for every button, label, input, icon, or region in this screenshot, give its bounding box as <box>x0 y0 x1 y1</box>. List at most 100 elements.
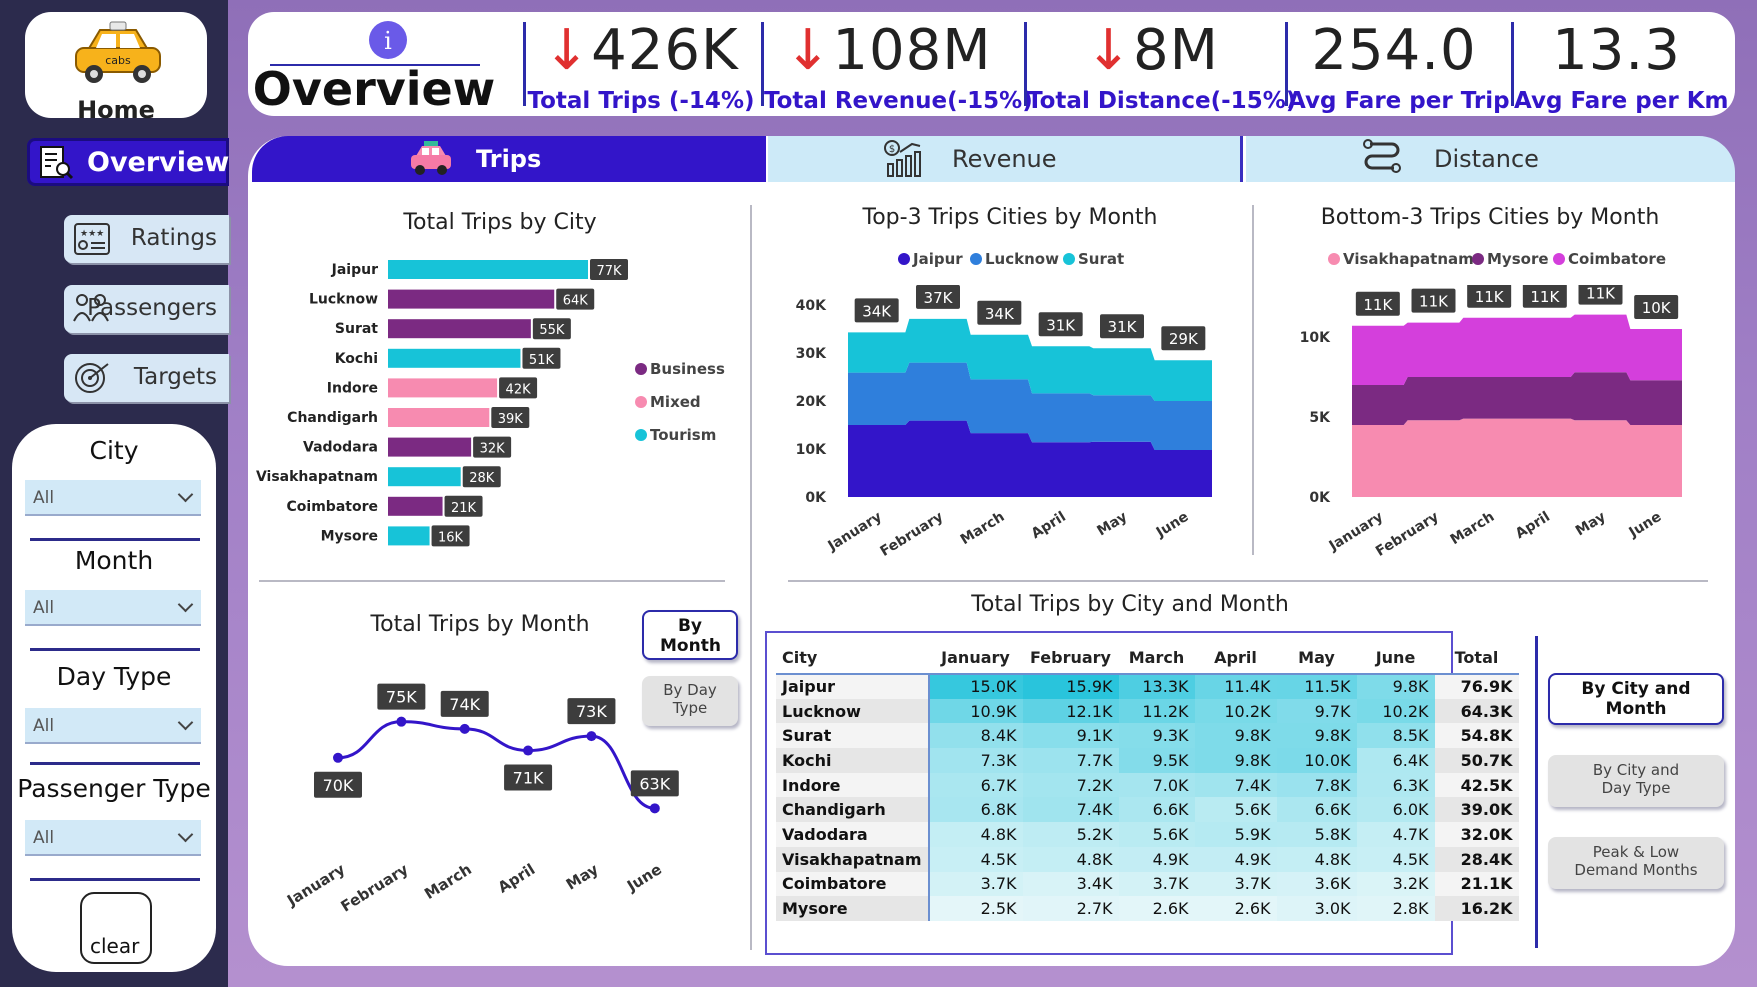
value-cell: 10.0K <box>1276 748 1357 773</box>
table-row: Kochi 7.3K 7.7K 9.5K 9.8K 10.0K 6.4K 50.7K <box>776 748 1519 773</box>
x-tick-label: May <box>563 860 602 894</box>
rating-icon: ★★★ <box>74 223 110 255</box>
by-city-day-type-button[interactable]: By City and Day Type <box>1548 755 1724 807</box>
day-type-dropdown[interactable]: All <box>25 708 201 744</box>
data-label: 74K <box>449 695 480 714</box>
value-cell: 3.0K <box>1276 896 1357 921</box>
legend-label: Visakhapatnam <box>1343 250 1474 268</box>
column-header[interactable]: June <box>1356 642 1435 675</box>
column-header[interactable]: January <box>928 642 1023 675</box>
value-cell: 2.5K <box>928 896 1023 921</box>
tab-trips[interactable]: Trips <box>252 136 766 182</box>
data-label-bg <box>556 288 595 310</box>
table-row: Surat 8.4K 9.1K 9.3K 9.8K 9.8K 8.5K 54.8K <box>776 723 1519 749</box>
column-header[interactable]: May <box>1276 642 1357 675</box>
value-cell: 9.3K <box>1118 723 1195 749</box>
chart-title: Total Trips by Month <box>370 612 590 637</box>
column-header[interactable]: City <box>776 642 929 675</box>
value-cell: 9.8K <box>1276 723 1357 749</box>
legend-business: Business <box>635 360 725 378</box>
city-tick-label: Indore <box>327 380 378 396</box>
bar <box>388 289 555 309</box>
tab-distance[interactable]: Distance <box>1246 136 1735 182</box>
column-header[interactable]: February <box>1022 642 1119 675</box>
data-label: 39K <box>498 412 524 427</box>
svg-text:★★★: ★★★ <box>80 229 104 239</box>
city-dropdown[interactable]: All <box>25 480 201 516</box>
value-cell: 4.9K <box>1118 846 1195 872</box>
legend-label: Surat <box>1078 250 1125 268</box>
by-month-button[interactable]: By Month <box>642 610 738 660</box>
legend-label: Coimbatore <box>1568 250 1666 268</box>
value-cell: 4.5K <box>1356 846 1435 872</box>
total-label-bg <box>1355 291 1400 316</box>
value-cell: 10.2K <box>1194 698 1277 724</box>
nav-passengers[interactable]: Passengers <box>64 285 229 333</box>
passenger-type-value: All <box>33 828 55 848</box>
legend-dot <box>635 363 647 375</box>
kpi-value: 8M <box>1132 18 1219 83</box>
legend-label: Business <box>650 360 725 378</box>
value-cell: 7.8K <box>1276 772 1357 798</box>
total-label-bg <box>977 300 1022 325</box>
data-label-bg <box>522 347 561 369</box>
legend-label: Jaipur <box>913 250 963 268</box>
divider <box>1252 205 1254 555</box>
area-series-mysore <box>1352 372 1682 425</box>
area-series-jaipur <box>848 420 1212 497</box>
by-city-month-button[interactable]: By City and Month <box>1548 673 1724 725</box>
nav-ratings[interactable]: ★★★ Ratings <box>64 215 229 263</box>
clear-button[interactable]: clear <box>80 892 152 964</box>
divider <box>259 580 725 582</box>
data-point <box>396 716 407 727</box>
kpi-divider <box>1024 22 1027 106</box>
divider <box>30 648 200 651</box>
value-cell: 5.9K <box>1194 822 1277 847</box>
tab-distance-label: Distance <box>1434 145 1539 173</box>
month-dropdown[interactable]: All <box>25 590 201 626</box>
tab-revenue[interactable]: $ Revenue <box>768 136 1243 182</box>
total-label: 34K <box>985 305 1015 323</box>
data-label-bg <box>462 466 501 488</box>
value-cell: 10.9K <box>928 698 1023 724</box>
column-header[interactable]: March <box>1118 642 1195 675</box>
arrow-down-icon: ↓ <box>543 18 592 83</box>
nav-targets[interactable]: Targets <box>64 354 229 402</box>
x-tick-label: February <box>338 860 412 916</box>
column-header[interactable]: Total <box>1434 642 1519 675</box>
city-tick-label: Kochi <box>335 351 378 367</box>
top3-cities-chart: 0K 10K 20K 30K 40K 34K January 37K February 34K Ma… <box>796 285 1212 560</box>
total-label-bg <box>1522 285 1567 308</box>
kpi-value: 426K <box>591 18 739 83</box>
passenger-type-dropdown[interactable]: All <box>25 820 201 856</box>
data-label-bg <box>532 318 571 340</box>
data-label-bg <box>630 770 679 797</box>
info-glyph: i <box>384 27 392 55</box>
chart-title: Total Trips by City and Month <box>971 592 1289 617</box>
nav-overview[interactable]: Overview <box>27 138 229 186</box>
logo-text: cabs <box>105 54 131 67</box>
x-tick-label: June <box>1626 509 1665 541</box>
x-tick-label: May <box>1573 509 1609 540</box>
total-label: 10K <box>1642 299 1672 317</box>
data-label: 71K <box>513 769 544 788</box>
city-tick-label: Vadodara <box>303 440 378 456</box>
y-tick-label: 10K <box>796 442 827 458</box>
value-cell: 4.7K <box>1356 822 1435 847</box>
month-value: All <box>33 598 55 618</box>
column-header[interactable]: April <box>1194 642 1277 675</box>
legend-lucknow: Lucknow <box>970 250 1059 268</box>
peak-low-button[interactable]: Peak & Low Demand Months <box>1548 837 1724 889</box>
area-series-visakhapatnam <box>1352 418 1682 497</box>
info-icon[interactable]: i <box>368 20 408 60</box>
city-cell: Coimbatore <box>776 871 930 897</box>
by-day-type-button[interactable]: By Day Type <box>642 676 738 726</box>
value-cell: 7.4K <box>1022 797 1119 823</box>
legend-label: Mysore <box>1487 250 1549 268</box>
total-label: 37K <box>924 289 954 307</box>
x-tick-label: March <box>421 860 475 903</box>
divider <box>30 538 200 541</box>
home-button[interactable]: cabs Home <box>25 12 207 124</box>
value-cell: 13.3K <box>1118 674 1195 699</box>
data-label-bg <box>444 495 483 517</box>
